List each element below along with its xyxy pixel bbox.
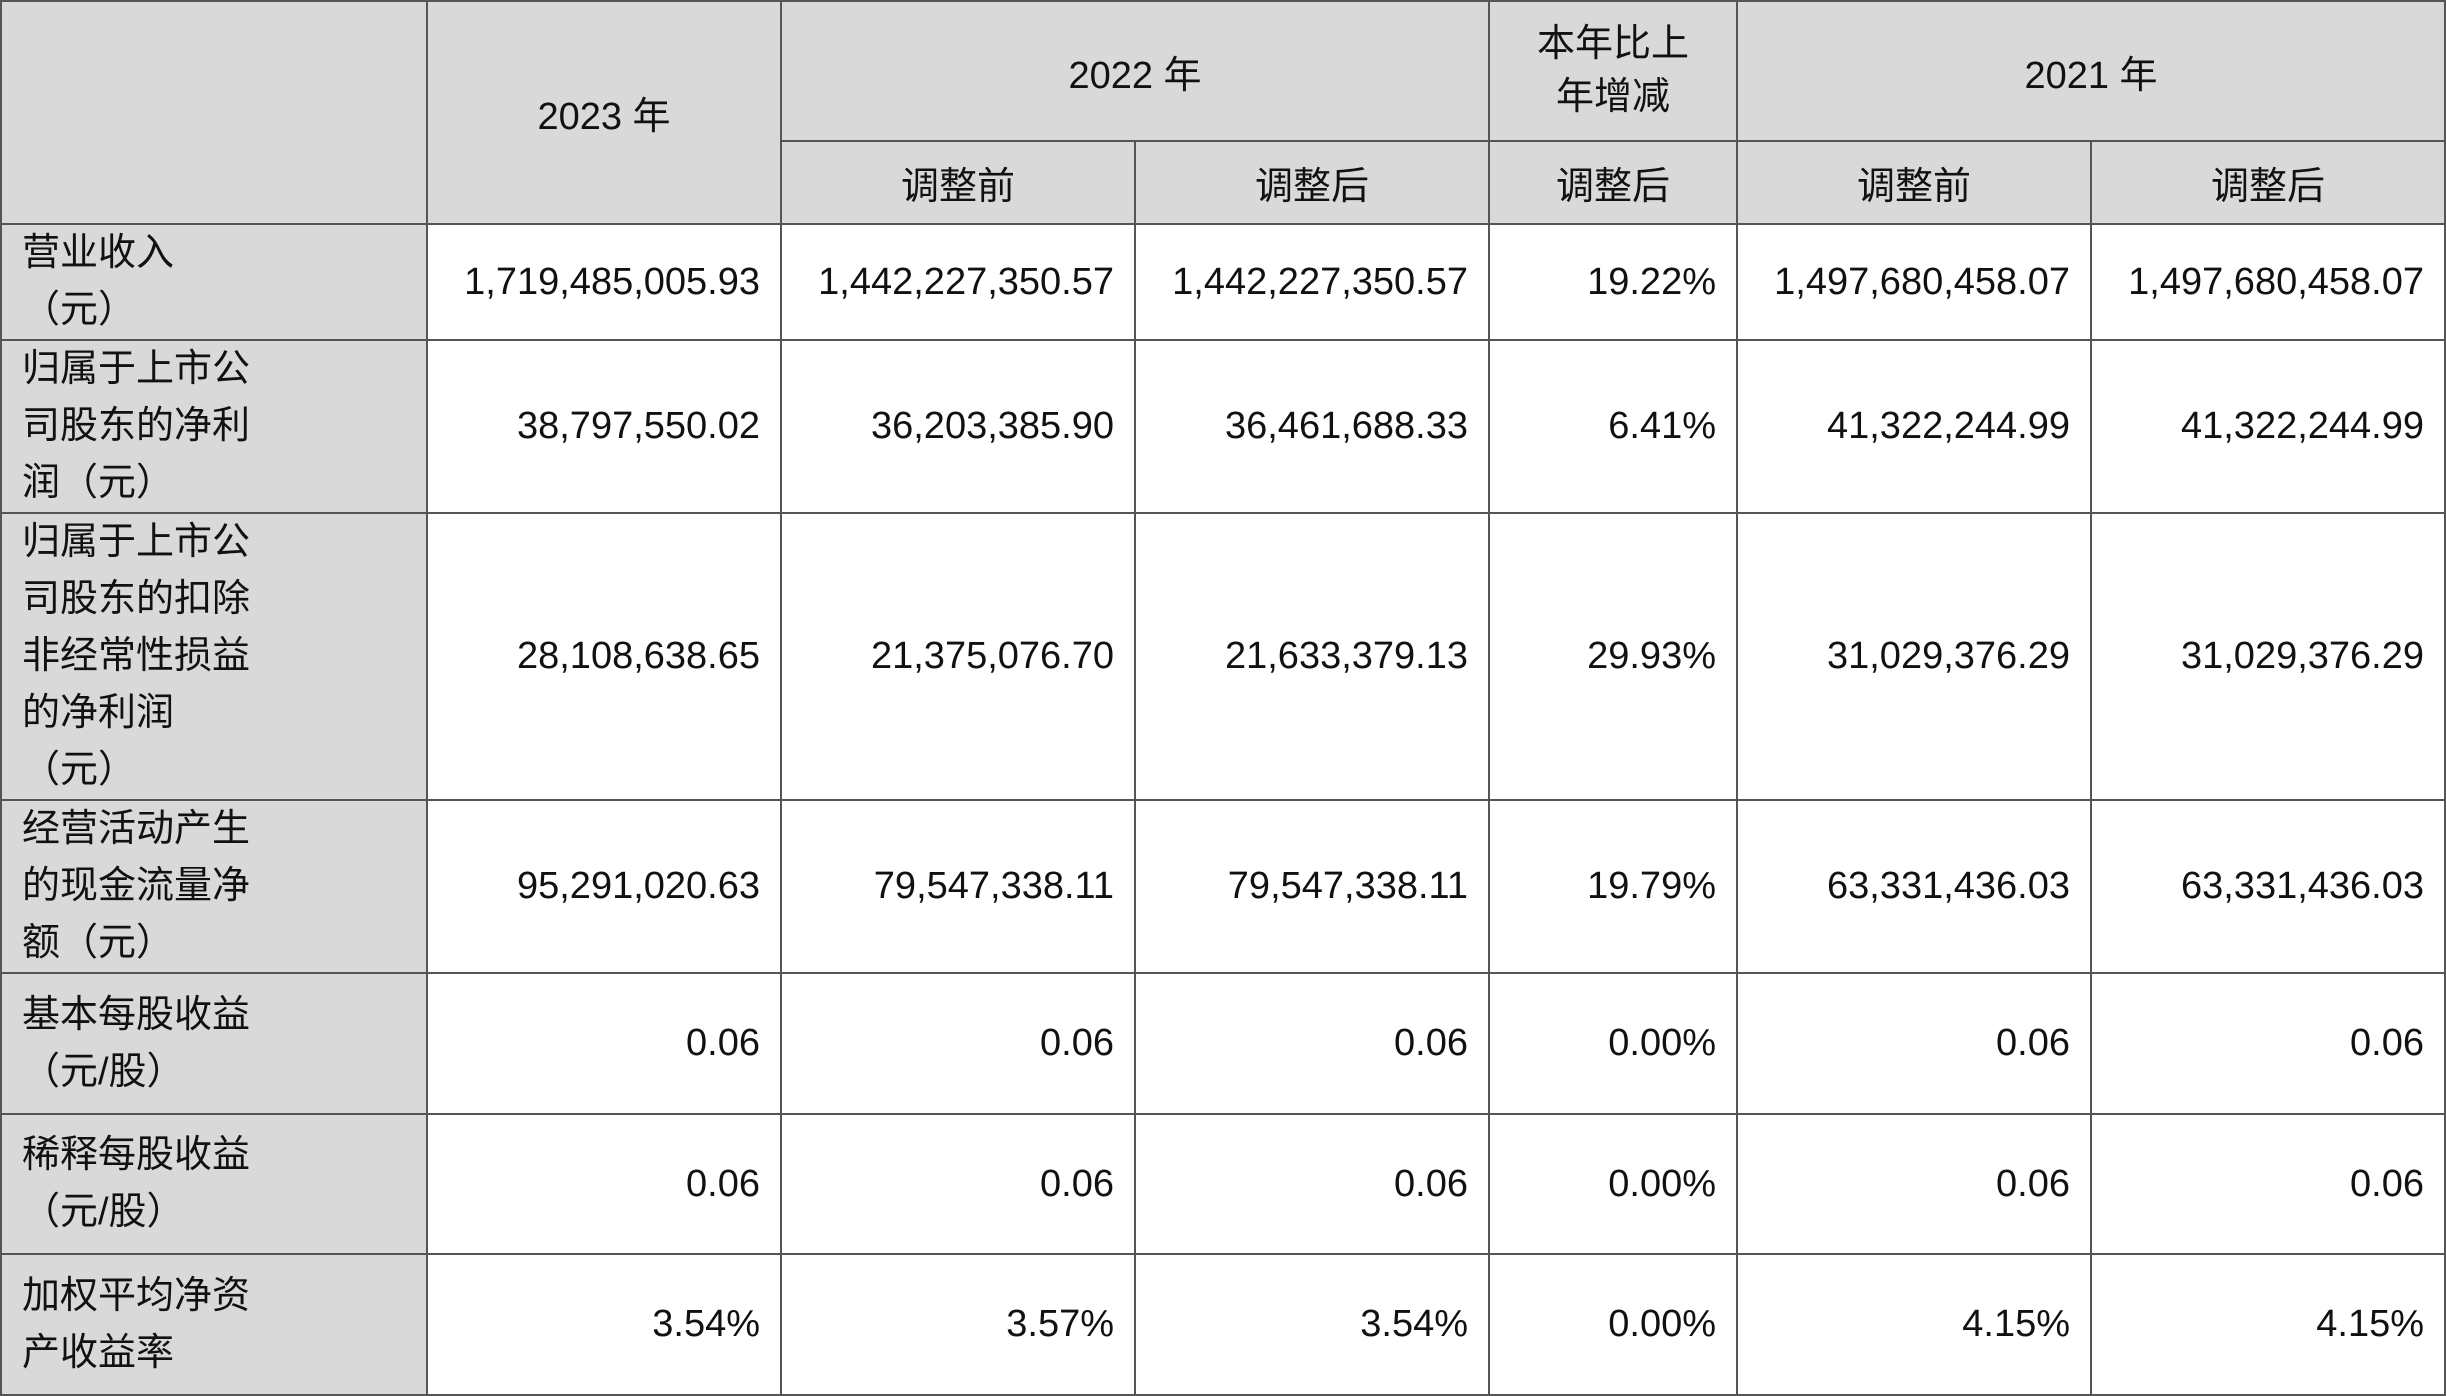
row-label-cell: 营业收入（元） [0, 223, 428, 341]
header-text: 本年比上年增减 [1536, 22, 1689, 118]
value-cell: 21,633,379.13 [1134, 512, 1490, 801]
row-label: 经营活动产生的现金流量净额（元） [22, 808, 251, 964]
value-cell: 19.79% [1488, 799, 1738, 974]
row-label-cell: 稀释每股收益（元/股） [0, 1113, 428, 1255]
data-row: 稀释每股收益（元/股） 0.06 0.06 0.06 0.00% 0.06 0.06 [0, 1113, 2446, 1255]
value-cell: 0.06 [1736, 972, 2092, 1115]
value-cell: 36,203,385.90 [780, 339, 1136, 514]
row-label-cell: 基本每股收益（元/股） [0, 972, 428, 1115]
value-cell: 1,442,227,350.57 [1134, 223, 1490, 341]
value-cell: 31,029,376.29 [1736, 512, 2092, 801]
value-cell: 41,322,244.99 [2090, 339, 2446, 514]
corner-cell [0, 0, 428, 225]
data-row: 加权平均净资产收益率 3.54% 3.57% 3.54% 0.00% 4.15% 4.15% [0, 1253, 2446, 1396]
value-cell: 3.54% [1134, 1253, 1490, 1396]
value-cell: 0.06 [1134, 972, 1490, 1115]
value-cell: 19.22% [1488, 223, 1738, 341]
value-cell: 6.41% [1488, 339, 1738, 514]
subheader-cell: 调整前 [780, 140, 1136, 225]
row-label: 归属于上市公司股东的扣除非经常性损益的净利润（元） [22, 521, 251, 791]
value-cell: 95,291,020.63 [426, 799, 782, 974]
value-cell: 79,547,338.11 [780, 799, 1136, 974]
value-cell: 0.06 [1134, 1113, 1490, 1255]
row-label-cell: 加权平均净资产收益率 [0, 1253, 428, 1396]
data-row: 归属于上市公司股东的扣除非经常性损益的净利润（元） 28,108,638.65 21… [0, 512, 2446, 801]
value-cell: 1,497,680,458.07 [1736, 223, 2092, 341]
row-label: 营业收入（元） [22, 232, 175, 331]
value-cell: 29.93% [1488, 512, 1738, 801]
row-label-cell: 归属于上市公司股东的净利润（元） [0, 339, 428, 514]
value-cell: 28,108,638.65 [426, 512, 782, 801]
value-cell: 0.06 [2090, 972, 2446, 1115]
value-cell: 3.57% [780, 1253, 1136, 1396]
value-cell: 31,029,376.29 [2090, 512, 2446, 801]
subheader-cell: 调整前 [1736, 140, 2092, 225]
value-cell: 38,797,550.02 [426, 339, 782, 514]
value-cell: 79,547,338.11 [1134, 799, 1490, 974]
value-cell: 0.06 [780, 1113, 1136, 1255]
value-cell: 4.15% [1736, 1253, 2092, 1396]
value-cell: 0.06 [426, 1113, 782, 1255]
value-cell: 1,497,680,458.07 [2090, 223, 2446, 341]
value-cell: 4.15% [2090, 1253, 2446, 1396]
value-cell: 0.00% [1488, 1253, 1738, 1396]
header-cell: 2021 年 [1736, 0, 2446, 142]
header-cell: 2023 年 [426, 0, 782, 225]
value-cell: 0.00% [1488, 972, 1738, 1115]
row-label-cell: 归属于上市公司股东的扣除非经常性损益的净利润（元） [0, 512, 428, 801]
row-label: 基本每股收益（元/股） [22, 993, 251, 1093]
subheader-row: 调整前 调整后 调整后 调整前 调整后 [1, 140, 2446, 225]
value-cell: 0.06 [2090, 1113, 2446, 1255]
value-cell: 0.06 [1736, 1113, 2092, 1255]
value-cell: 0.06 [426, 972, 782, 1115]
header-cell: 2022 年 [780, 0, 1490, 142]
value-cell: 1,719,485,005.93 [426, 223, 782, 341]
data-row: 营业收入（元） 1,719,485,005.93 1,442,227,350.57 1… [0, 223, 2446, 341]
header-row: 2023 年 2022 年 本年比上年增减 2021 年 [0, 0, 2446, 225]
value-cell: 63,331,436.03 [2090, 799, 2446, 974]
row-label: 加权平均净资产收益率 [22, 1274, 251, 1374]
subheader-cell: 调整后 [1134, 140, 1490, 225]
value-cell: 1,442,227,350.57 [780, 223, 1136, 341]
data-row: 归属于上市公司股东的净利润（元） 38,797,550.02 36,203,385.… [0, 339, 2446, 514]
data-row: 经营活动产生的现金流量净额（元） 95,291,020.63 79,547,338.… [0, 799, 2446, 974]
header-cell: 本年比上年增减 [1488, 0, 1738, 142]
value-cell: 21,375,076.70 [780, 512, 1136, 801]
value-cell: 3.54% [426, 1253, 782, 1396]
value-cell: 0.00% [1488, 1113, 1738, 1255]
data-row: 基本每股收益（元/股） 0.06 0.06 0.06 0.00% 0.06 0.06 [0, 972, 2446, 1115]
row-label-cell: 经营活动产生的现金流量净额（元） [0, 799, 428, 974]
value-cell: 36,461,688.33 [1134, 339, 1490, 514]
row-label: 归属于上市公司股东的净利润（元） [22, 348, 251, 504]
subheader-cell: 调整后 [2090, 140, 2446, 225]
row-label: 稀释每股收益（元/股） [22, 1134, 251, 1233]
value-cell: 41,322,244.99 [1736, 339, 2092, 514]
value-cell: 63,331,436.03 [1736, 799, 2092, 974]
value-cell: 0.06 [780, 972, 1136, 1115]
subheader-cell: 调整后 [1488, 140, 1738, 225]
